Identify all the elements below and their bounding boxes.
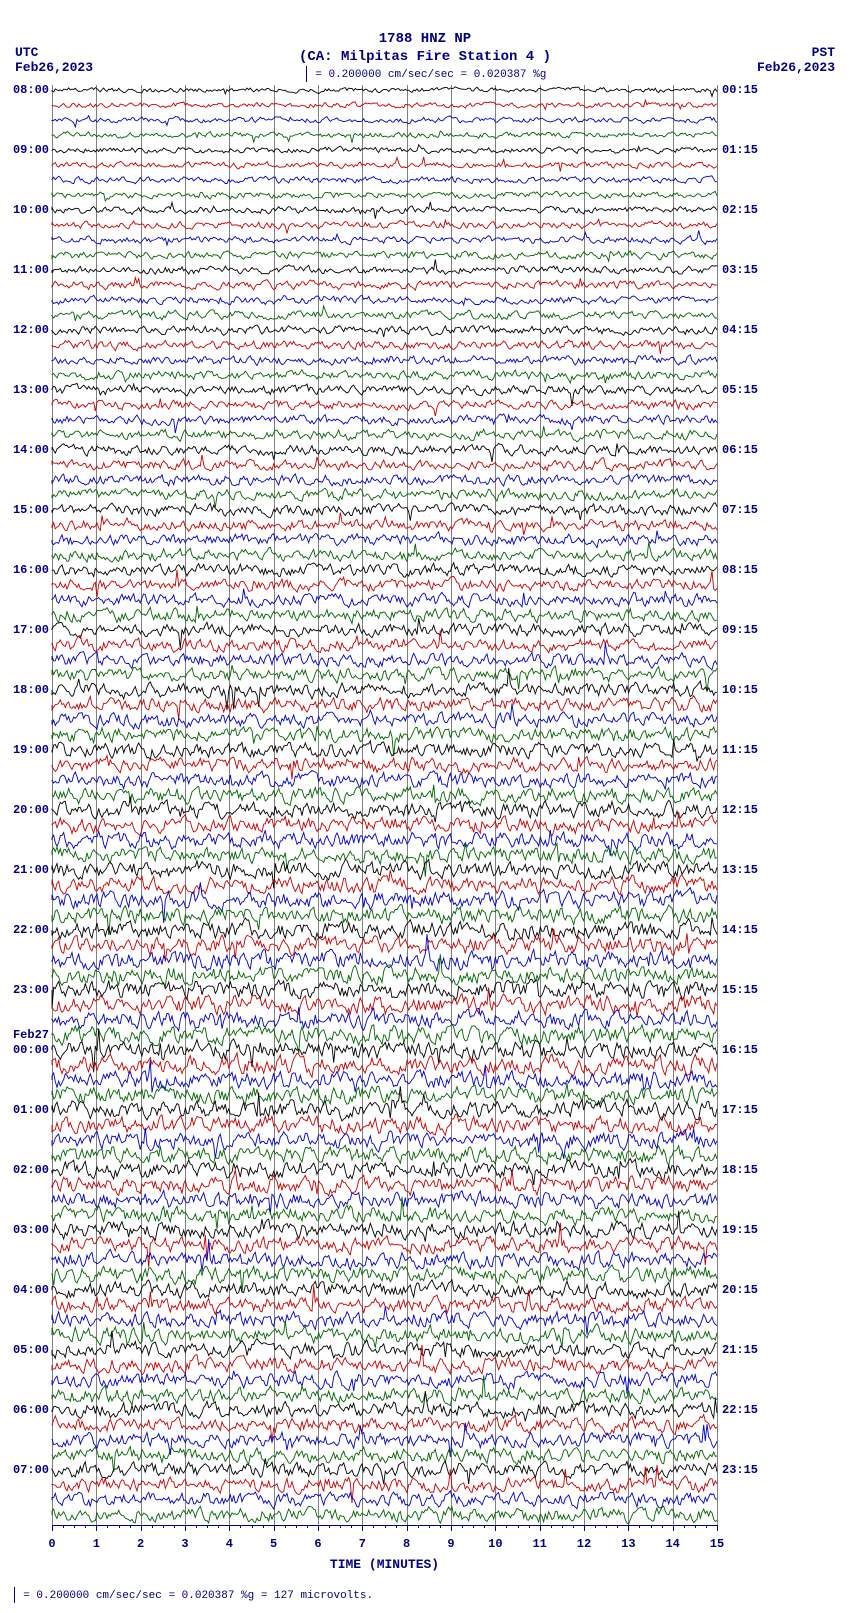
time-label-right: 01:15 [722,143,758,157]
time-label-left: 13:00 [4,383,49,397]
time-label-left: 05:00 [4,1343,49,1357]
time-label-left: 03:00 [4,1223,49,1237]
time-label-right: 17:15 [722,1103,758,1117]
scale-bar-icon [14,1587,15,1603]
time-label-left: 09:00 [4,143,49,157]
footer-scale: . = 0.200000 cm/sec/sec = 0.020387 %g = … [5,1587,373,1603]
time-label-left: 07:00 [4,1463,49,1477]
time-label-right: 11:15 [722,743,758,757]
time-label-left: 20:00 [4,803,49,817]
time-label-right: 00:15 [722,83,758,97]
seismogram-container: UTC Feb26,2023 PST Feb26,2023 1788 HNZ N… [0,0,850,1613]
x-tick-label: 8 [403,1537,410,1551]
x-tick-label: 0 [48,1537,55,1551]
time-label-left: 10:00 [4,203,49,217]
time-label-left: 17:00 [4,623,49,637]
x-axis-label: TIME (MINUTES) [330,1557,439,1572]
x-tick-label: 1 [93,1537,100,1551]
x-tick-label: 10 [488,1537,502,1551]
time-label-right: 04:15 [722,323,758,337]
time-label-left: 14:00 [4,443,49,457]
x-tick-label: 7 [359,1537,366,1551]
time-label-right: 16:15 [722,1043,758,1057]
x-tick-label: 2 [137,1537,144,1551]
time-label-right: 06:15 [722,443,758,457]
time-label-left: 11:00 [4,263,49,277]
time-label-left: 16:00 [4,563,49,577]
time-label-right: 02:15 [722,203,758,217]
x-axis-line [52,1525,717,1526]
time-label-right: 09:15 [722,623,758,637]
x-tick-label: 14 [665,1537,679,1551]
x-tick-label: 11 [532,1537,546,1551]
time-label-right: 22:15 [722,1403,758,1417]
time-label-left: 18:00 [4,683,49,697]
time-label-right: 20:15 [722,1283,758,1297]
time-label-left: Feb27 [4,1028,49,1042]
grid-line [717,85,718,1525]
time-label-right: 23:15 [722,1463,758,1477]
time-label-left: 08:00 [4,83,49,97]
station-id: 1788 HNZ NP [0,30,850,48]
x-tick-label: 9 [447,1537,454,1551]
time-label-left: 22:00 [4,923,49,937]
x-tick-label: 4 [226,1537,233,1551]
time-label-right: 10:15 [722,683,758,697]
x-tick-label: 13 [621,1537,635,1551]
time-label-left: 23:00 [4,983,49,997]
station-name: (CA: Milpitas Fire Station 4 ) [0,48,850,66]
time-label-right: 21:15 [722,1343,758,1357]
time-label-right: 07:15 [722,503,758,517]
time-label-right: 12:15 [722,803,758,817]
time-label-left: 21:00 [4,863,49,877]
time-label-right: 03:15 [722,263,758,277]
time-label-right: 14:15 [722,923,758,937]
time-label-right: 15:15 [722,983,758,997]
x-tick-label: 3 [181,1537,188,1551]
x-tick-label: 5 [270,1537,277,1551]
time-label-left: 19:00 [4,743,49,757]
time-label-left: 01:00 [4,1103,49,1117]
x-tick-mark [717,1525,718,1531]
x-tick-label: 6 [314,1537,321,1551]
time-label-left: 06:00 [4,1403,49,1417]
time-label-right: 19:15 [722,1223,758,1237]
time-label-right: 05:15 [722,383,758,397]
time-label-left: 04:00 [4,1283,49,1297]
time-label-right: 08:15 [722,563,758,577]
time-label-left: 12:00 [4,323,49,337]
time-label-left: 15:00 [4,503,49,517]
time-label-left: 02:00 [4,1163,49,1177]
plot-area [52,85,718,1525]
time-label-right: 13:15 [722,863,758,877]
footer-text: = 0.200000 cm/sec/sec = 0.020387 %g = 12… [23,1590,373,1602]
time-label-left: 00:00 [4,1043,49,1057]
time-label-right: 18:15 [722,1163,758,1177]
x-tick-label: 15 [710,1537,724,1551]
x-tick-label: 12 [577,1537,591,1551]
